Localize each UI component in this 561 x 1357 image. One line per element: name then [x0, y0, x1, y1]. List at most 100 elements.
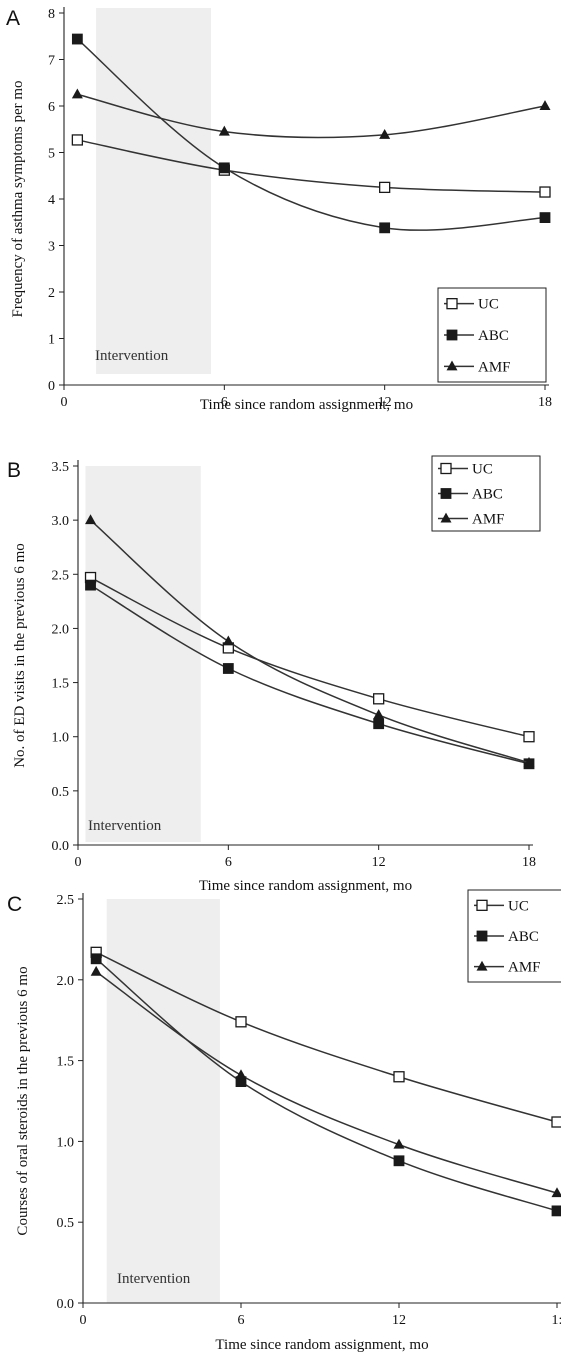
- x-tick-label: 1:: [552, 1313, 561, 1328]
- y-tick-label: 0.0: [52, 839, 70, 854]
- data-point-amf: [85, 514, 97, 525]
- legend-marker-amf: [476, 960, 488, 971]
- data-point-abc: [551, 1205, 561, 1217]
- x-tick-label: 18: [538, 395, 552, 410]
- legend-label-abc: ABC: [478, 328, 509, 344]
- legend-label-amf: AMF: [508, 960, 541, 976]
- y-tick-label: 0.0: [57, 1297, 75, 1312]
- intervention-region: [106, 899, 220, 1303]
- legend-label-abc: ABC: [472, 487, 503, 503]
- panel-letter: C: [7, 893, 22, 916]
- data-point-uc: [71, 134, 84, 146]
- x-axis-title: Time since random assignment, mo: [199, 878, 412, 894]
- series-line-amf: [90, 519, 530, 764]
- data-point-uc: [539, 186, 551, 198]
- legend: UC ABC AMF: [431, 455, 541, 532]
- series-amf: [90, 965, 561, 1198]
- series-line-uc: [95, 951, 558, 1123]
- y-tick-label: 6: [48, 100, 55, 115]
- y-tick-label: 2.5: [57, 893, 75, 908]
- y-tick-label: 1.5: [57, 1055, 75, 1070]
- intervention-label: Intervention: [117, 1271, 191, 1287]
- data-point-abc: [379, 222, 391, 234]
- panel-letter: B: [7, 459, 21, 482]
- data-point-amf: [393, 1138, 405, 1149]
- data-point-amf: [222, 635, 234, 646]
- y-tick-label: 3.5: [52, 460, 70, 475]
- series-abc: [90, 953, 561, 1217]
- y-tick-label: 7: [48, 54, 55, 69]
- x-tick-label: 6: [221, 395, 228, 410]
- data-point-amf: [218, 125, 230, 136]
- data-point-uc: [235, 1016, 247, 1028]
- y-axis-title: No. of ED visits in the previous 6 mo: [12, 543, 28, 768]
- x-tick-label: 0: [80, 1313, 87, 1328]
- x-tick-label: 18: [522, 855, 536, 870]
- x-axis-title: Time since random assignment, mo: [200, 397, 413, 413]
- intervention-region: [96, 8, 211, 374]
- legend-label-uc: UC: [472, 462, 493, 478]
- y-tick-label: 1.0: [57, 1135, 75, 1150]
- y-tick-label: 4: [48, 193, 55, 208]
- y-tick-label: 2: [48, 286, 55, 301]
- data-point-uc: [379, 181, 391, 194]
- y-tick-label: 5: [48, 147, 55, 162]
- data-point-abc: [85, 579, 96, 591]
- y-axis-title: Frequency of asthma symptoms per mo: [10, 80, 26, 317]
- series-line-uc: [90, 576, 530, 738]
- legend: UC ABC AMF: [437, 287, 547, 383]
- intervention-label: Intervention: [88, 818, 162, 834]
- y-tick-label: 2.0: [52, 622, 70, 637]
- x-tick-label: 12: [392, 1313, 406, 1328]
- y-tick-label: 2.0: [57, 974, 75, 989]
- legend-label-uc: UC: [508, 898, 529, 914]
- legend-label-uc: UC: [478, 297, 499, 313]
- series-abc: [71, 33, 551, 234]
- data-point-amf: [373, 709, 385, 720]
- y-tick-label: 0: [48, 379, 55, 394]
- data-point-amf: [551, 1187, 561, 1198]
- legend-marker-amf: [446, 360, 458, 371]
- series-line-abc: [76, 38, 546, 231]
- x-tick-label: 0: [61, 395, 68, 410]
- series-amf: [85, 514, 535, 767]
- legend-marker-abc: [440, 488, 452, 499]
- x-tick-label: 12: [378, 395, 392, 410]
- legend-label-amf: AMF: [472, 512, 505, 528]
- data-point-abc: [539, 212, 551, 224]
- legend-marker-uc: [446, 298, 458, 310]
- legend-marker-amf: [440, 512, 452, 523]
- data-point-abc: [218, 162, 230, 174]
- data-point-abc: [373, 718, 385, 730]
- series-line-amf: [77, 93, 546, 139]
- series-line-amf: [95, 971, 558, 1194]
- legend-marker-abc: [446, 329, 458, 341]
- series-line-abc: [90, 584, 530, 765]
- legend-marker-uc: [476, 899, 488, 911]
- data-point-amf: [71, 88, 83, 99]
- data-point-abc: [90, 953, 102, 965]
- panel-c: Intervention 0.0 0.5 1.0 1.5 2.0 2.5 0 6 12 1: Time…: [7, 889, 561, 1353]
- legend-label-abc: ABC: [508, 929, 539, 945]
- y-tick-label: 0.5: [57, 1216, 75, 1231]
- data-point-amf: [235, 1069, 247, 1080]
- y-tick-label: 1.0: [52, 731, 70, 746]
- x-tick-label: 12: [372, 855, 386, 870]
- intervention-label: Intervention: [95, 348, 169, 364]
- y-tick-label: 1.5: [52, 677, 70, 692]
- y-tick-label: 8: [48, 7, 55, 22]
- legend-marker-uc: [440, 462, 452, 475]
- x-axis-title: Time since random assignment, mo: [215, 1337, 428, 1353]
- legend-marker-abc: [476, 930, 488, 942]
- data-point-abc: [222, 663, 234, 674]
- y-tick-label: 0.5: [52, 785, 70, 800]
- y-axis-title: Courses of oral steroids in the previous…: [15, 966, 31, 1235]
- y-tick-label: 1: [48, 333, 55, 348]
- data-point-amf: [90, 965, 102, 976]
- data-point-amf: [539, 100, 551, 110]
- series-line-uc: [77, 139, 546, 193]
- data-point-amf: [379, 128, 391, 139]
- data-point-uc: [523, 731, 535, 743]
